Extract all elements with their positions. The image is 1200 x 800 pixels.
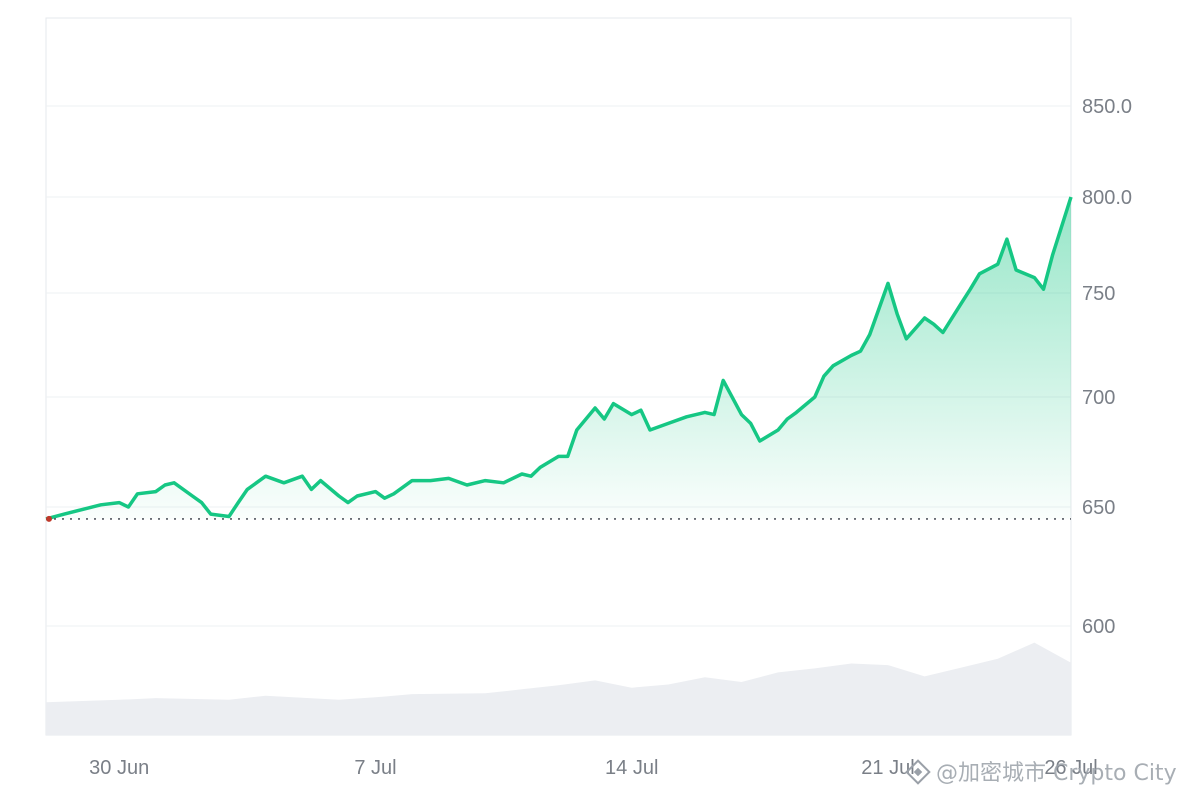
price-area-shape (46, 197, 1071, 519)
volume-shape (46, 642, 1071, 735)
x-tick-label: 21 Jul (861, 757, 914, 779)
y-tick-label: 850.0 (1082, 96, 1132, 118)
volume-area (46, 642, 1071, 735)
x-tick-label: 14 Jul (605, 757, 658, 779)
x-tick-label: 26 Jul (1044, 757, 1097, 779)
price-area (46, 197, 1071, 519)
y-tick-label: 600 (1082, 616, 1115, 638)
y-tick-label: 650 (1082, 497, 1115, 519)
watermark: @加密城市 Crypto City (905, 759, 1177, 786)
watermark-text: @加密城市 Crypto City (936, 761, 1177, 786)
x-tick-label: 30 Jun (89, 757, 149, 779)
y-tick-label: 750 (1082, 283, 1115, 305)
x-tick-label: 7 Jul (354, 757, 396, 779)
price-line-path (45, 196, 1073, 521)
start-marker (46, 515, 52, 522)
x-axis-ticks: 30 Jun 7 Jul 14 Jul 21 Jul 26 Jul (89, 757, 1098, 779)
y-axis-ticks: 850.0 800.0 750 700 650 600 (1082, 96, 1132, 638)
y-tick-label: 800.0 (1082, 187, 1132, 209)
price-line (45, 196, 1073, 521)
y-tick-label: 700 (1082, 387, 1115, 409)
reference-line (46, 515, 1071, 522)
